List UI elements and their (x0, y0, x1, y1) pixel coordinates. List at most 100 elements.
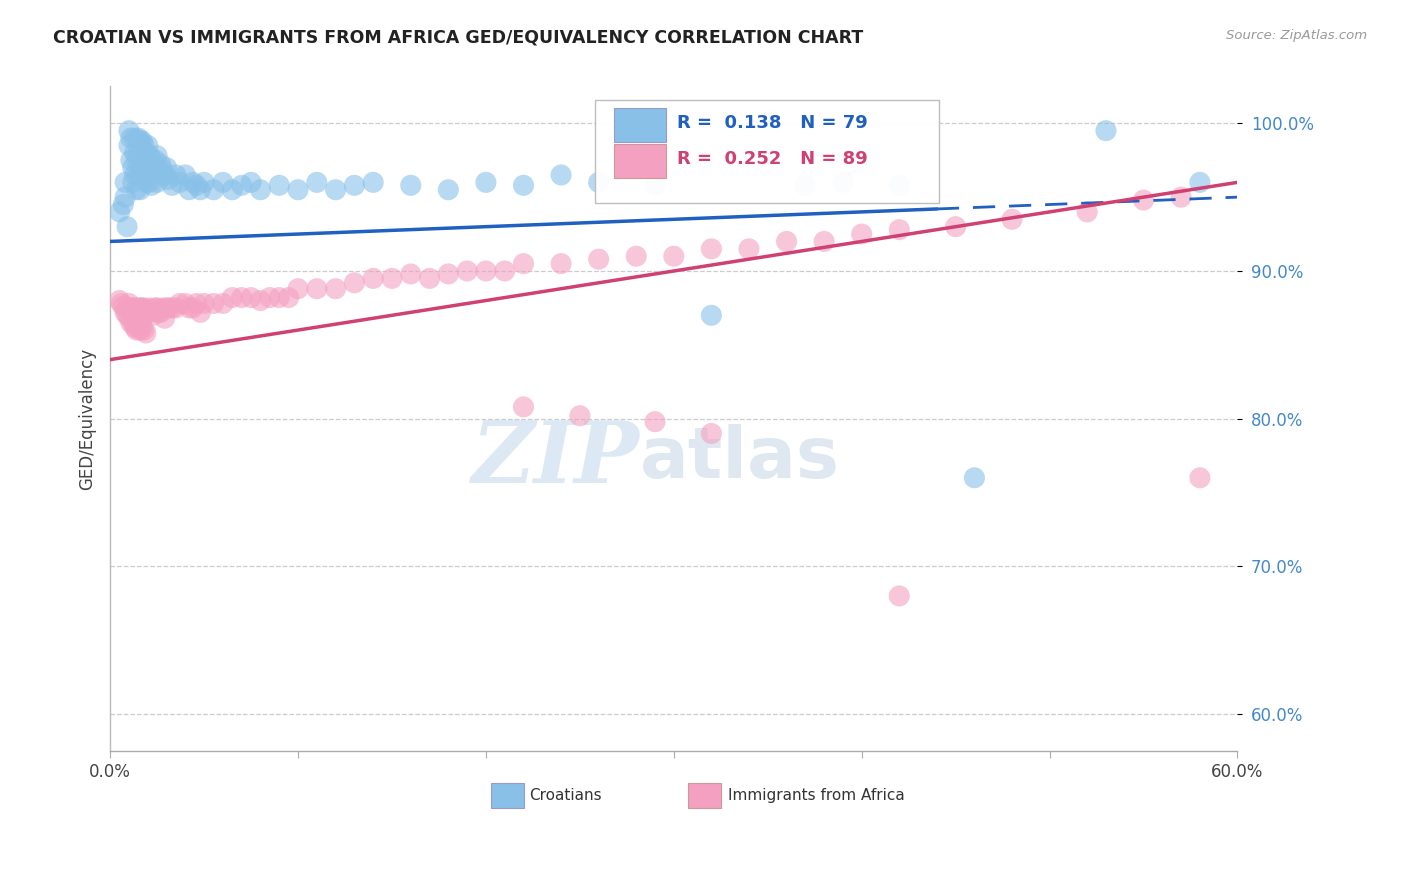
Point (588, 175, 610, 189)
Point (118, 123, 141, 137)
Point (142, 161, 165, 175)
Point (112, 300, 135, 314)
Point (662, 249, 685, 263)
Point (626, 249, 648, 263)
Point (127, 301, 149, 315)
Point (127, 168, 149, 182)
Point (813, 235, 835, 249)
Point (121, 175, 143, 189)
Point (1132, 193, 1154, 207)
Point (277, 291, 299, 305)
Point (588, 252, 610, 267)
Point (131, 134, 153, 148)
Point (231, 178, 253, 193)
Text: R =  0.138   N = 79: R = 0.138 N = 79 (678, 114, 868, 132)
Point (155, 161, 177, 175)
Point (1188, 175, 1211, 189)
Point (475, 175, 498, 189)
Point (1095, 123, 1118, 137)
Point (121, 161, 143, 175)
Point (129, 323, 152, 337)
Point (221, 291, 243, 305)
Point (832, 175, 855, 189)
Point (132, 323, 155, 337)
Point (202, 296, 225, 310)
Point (186, 296, 208, 310)
Point (148, 163, 170, 178)
Point (700, 308, 723, 322)
Point (118, 138, 141, 153)
Point (494, 264, 516, 278)
Point (157, 301, 180, 315)
Point (475, 264, 498, 278)
Point (135, 326, 157, 340)
Point (135, 305, 157, 319)
Point (132, 301, 155, 315)
Point (186, 178, 208, 193)
Point (125, 305, 148, 319)
FancyBboxPatch shape (614, 108, 666, 142)
Point (512, 257, 534, 271)
Point (149, 305, 172, 319)
Point (152, 163, 174, 178)
Point (121, 301, 143, 315)
Point (112, 197, 135, 211)
Point (125, 153, 148, 168)
FancyBboxPatch shape (614, 145, 666, 178)
Point (305, 175, 328, 189)
Point (120, 301, 142, 315)
Point (269, 178, 291, 193)
Point (141, 178, 163, 193)
Point (165, 168, 187, 182)
Point (138, 149, 160, 163)
Point (120, 131, 142, 145)
Point (169, 175, 191, 189)
Point (118, 296, 141, 310)
Point (136, 138, 159, 153)
FancyBboxPatch shape (689, 783, 721, 808)
Point (700, 426, 723, 441)
Point (188, 305, 211, 319)
Point (169, 296, 191, 310)
Point (1076, 205, 1098, 219)
Point (118, 308, 141, 322)
Point (132, 163, 155, 178)
Point (146, 149, 169, 163)
Point (343, 178, 366, 193)
Point (287, 183, 309, 197)
FancyBboxPatch shape (491, 783, 524, 808)
Point (1170, 190, 1192, 204)
Point (142, 308, 165, 322)
Point (193, 296, 215, 310)
Point (456, 264, 478, 278)
Y-axis label: GED/Equivalency: GED/Equivalency (79, 348, 96, 490)
Point (153, 168, 176, 182)
Point (963, 471, 986, 485)
Point (889, 178, 911, 193)
Text: ZIP: ZIP (472, 417, 640, 500)
Text: Croatians: Croatians (530, 788, 602, 803)
Point (361, 175, 384, 189)
Point (188, 183, 211, 197)
Point (127, 145, 149, 160)
Point (381, 271, 404, 285)
Point (131, 320, 153, 334)
Point (700, 242, 723, 256)
Point (129, 301, 152, 315)
Point (212, 175, 235, 189)
Point (287, 282, 309, 296)
Point (249, 183, 271, 197)
Point (120, 316, 142, 330)
Text: Immigrants from Africa: Immigrants from Africa (728, 788, 904, 803)
Point (146, 301, 169, 315)
Text: CROATIAN VS IMMIGRANTS FROM AFRICA GED/EQUIVALENCY CORRELATION CHART: CROATIAN VS IMMIGRANTS FROM AFRICA GED/E… (53, 29, 863, 46)
Point (135, 175, 157, 189)
Point (115, 308, 138, 322)
Point (136, 168, 159, 182)
Point (437, 183, 460, 197)
Point (152, 301, 174, 315)
Point (568, 409, 591, 423)
Point (181, 301, 204, 315)
Point (135, 145, 157, 160)
Point (325, 183, 347, 197)
